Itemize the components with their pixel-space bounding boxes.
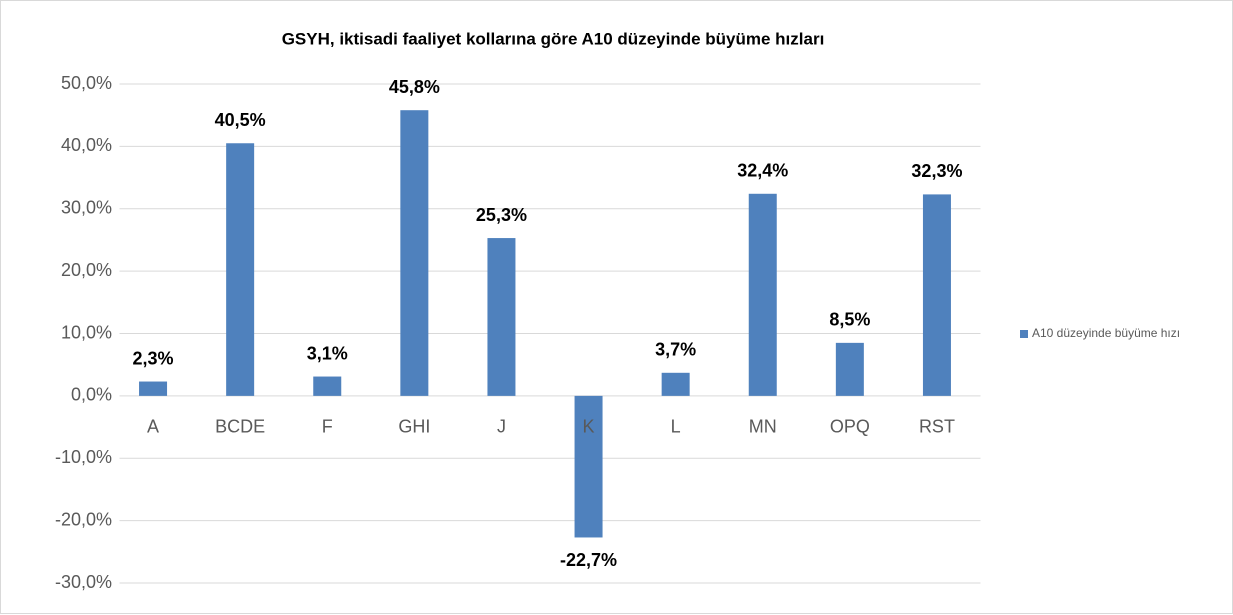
- legend-label: A10 düzeyinde büyüme hızı: [1032, 326, 1180, 340]
- data-label: 25,3%: [476, 205, 527, 225]
- bar: [313, 376, 342, 396]
- y-tick-label: -30,0%: [55, 572, 112, 592]
- x-tick-label: A: [147, 417, 159, 437]
- y-tick-label: 50,0%: [61, 73, 112, 93]
- data-label: -22,7%: [560, 550, 617, 570]
- y-tick-label: 40,0%: [61, 135, 112, 155]
- data-label: 32,3%: [911, 161, 962, 181]
- y-tick-label: -10,0%: [55, 447, 112, 467]
- x-tick-label: BCDE: [215, 417, 265, 437]
- y-tick-label: 30,0%: [61, 198, 112, 218]
- bar: [748, 193, 777, 396]
- data-label: 2,3%: [133, 348, 174, 368]
- bar: [400, 110, 429, 396]
- x-tick-label: F: [322, 417, 333, 437]
- y-tick-label: -20,0%: [55, 509, 112, 529]
- data-label: 8,5%: [829, 310, 870, 330]
- bar: [574, 395, 603, 538]
- y-tick-label: 10,0%: [61, 322, 112, 342]
- bar: [835, 342, 864, 396]
- data-label: 32,4%: [737, 161, 788, 181]
- x-tick-label: J: [497, 417, 506, 437]
- y-tick-label: 20,0%: [61, 260, 112, 280]
- y-tick-label: 0,0%: [71, 385, 112, 405]
- bar: [139, 381, 168, 396]
- data-label: 40,5%: [215, 110, 266, 130]
- bar: [487, 238, 516, 396]
- x-tick-label: K: [583, 417, 595, 437]
- data-label: 3,1%: [307, 343, 348, 363]
- bar: [226, 143, 255, 396]
- x-tick-label: OPQ: [830, 417, 870, 437]
- x-tick-label: RST: [919, 417, 955, 437]
- x-tick-label: GHI: [398, 417, 430, 437]
- x-tick-label: MN: [749, 417, 777, 437]
- x-tick-label: L: [671, 417, 681, 437]
- bar: [922, 194, 951, 396]
- data-label: 45,8%: [389, 77, 440, 97]
- bar: [661, 372, 690, 396]
- chart-title: GSYH, iktisadi faaliyet kollarına göre A…: [282, 29, 825, 48]
- data-label: 3,7%: [655, 340, 696, 360]
- legend-swatch: [1020, 330, 1028, 338]
